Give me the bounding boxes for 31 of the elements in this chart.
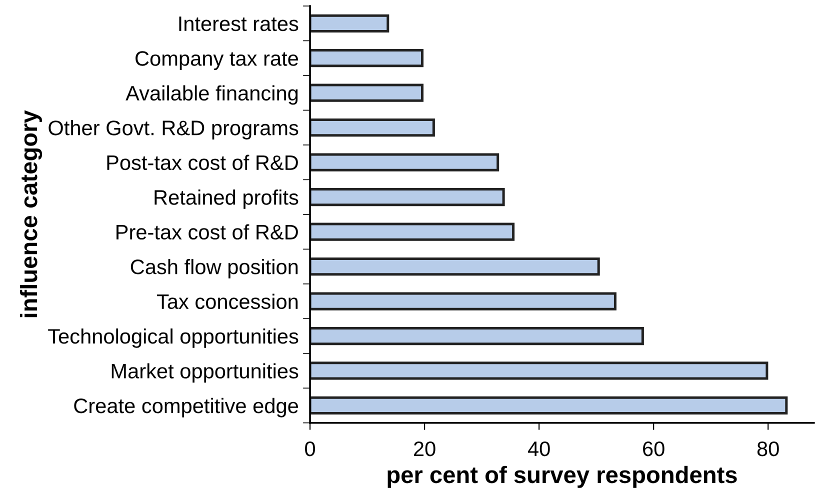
y-tick-label: Company tax rate [136, 51, 298, 70]
bar [310, 222, 515, 241]
bar [310, 49, 424, 68]
bar [310, 118, 435, 137]
y-tick-label: Pre-tax cost of R&D [116, 224, 298, 240]
bar [310, 84, 424, 102]
y-tick-label: Post-tax cost of R&D [107, 154, 298, 170]
bar [310, 292, 616, 310]
bar [310, 362, 768, 380]
bar [310, 396, 788, 415]
bar [310, 153, 500, 172]
y-tick-label: Market opportunities [112, 363, 298, 383]
y-tick-label: Available financing [126, 85, 298, 105]
bar [310, 257, 600, 276]
x-tick-label: 20 [414, 441, 436, 456]
bar [310, 14, 390, 32]
y-tick-label: Technological opportunities [48, 328, 298, 348]
x-axis-title: per cent of survey respondents [388, 466, 737, 488]
y-tick-label: Retained profits [154, 190, 298, 209]
x-tick-label: 80 [757, 441, 779, 456]
bar [310, 188, 505, 206]
y-tick-label: Other Govt. R&D programs [48, 120, 298, 140]
y-tick-label: Tax concession [156, 294, 298, 310]
y-axis-title: influence category [20, 110, 42, 318]
bar [310, 326, 644, 346]
y-tick-label: Interest rates [179, 16, 298, 32]
y-tick-label: Create competitive edge [74, 398, 298, 418]
y-tick-label: Cash flow position [130, 258, 298, 278]
x-tick-label: 60 [643, 441, 664, 456]
x-tick-label: 0 [305, 441, 315, 456]
x-tick-label: 40 [528, 441, 550, 456]
